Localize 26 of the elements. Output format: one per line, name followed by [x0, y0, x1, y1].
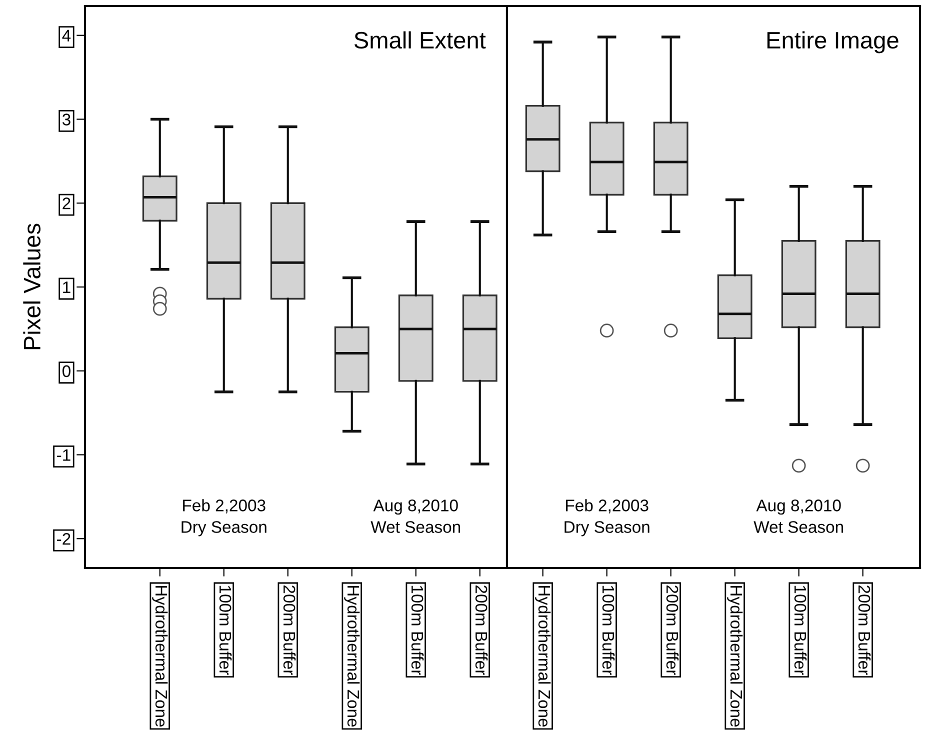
annotation: Aug 8,2010 Wet Season	[370, 500, 460, 533]
y-tick-label: -2	[57, 533, 70, 545]
y-tick-label: 0	[62, 365, 70, 378]
y-tick-label: -1	[57, 449, 70, 461]
x-tick-label: 100m Buffer	[219, 586, 232, 675]
text: Entire Image	[767, 31, 898, 54]
x-tick-label: Hydrothermal Zone	[535, 586, 551, 727]
x-tick-label: 200m Buffer	[666, 586, 679, 675]
y-tick-label: 1	[63, 282, 70, 294]
x-tick-label: 100m Buffer	[411, 586, 424, 675]
x-tick-label: Hydrothermal Zone	[344, 586, 360, 727]
annotation: Feb 2,2003 Dry Season	[182, 499, 266, 536]
x-tick-label: Hydrothermal Zone	[152, 586, 168, 727]
x-tick-label: Hydrothermal Zone	[727, 586, 743, 727]
x-tick-label: 200m Buffer	[475, 586, 488, 675]
y-axis-title: Pixel Values	[23, 224, 41, 350]
annotation: Feb 2,2003 Dry Season	[564, 499, 650, 536]
text: Small Extent	[354, 31, 486, 49]
x-tick-label: 100m Buffer	[602, 586, 615, 675]
x-tick-label: 100m Buffer	[794, 586, 807, 675]
x-tick-label: 200m Buffer	[283, 586, 296, 675]
x-tick-label: 200m Buffer	[858, 586, 871, 675]
y-tick-label: 3	[62, 114, 70, 126]
annotation: Aug 8,2010 Wet Season	[754, 500, 844, 533]
y-tick-label: 2	[62, 198, 70, 210]
y-tick-label: 4	[62, 30, 71, 42]
